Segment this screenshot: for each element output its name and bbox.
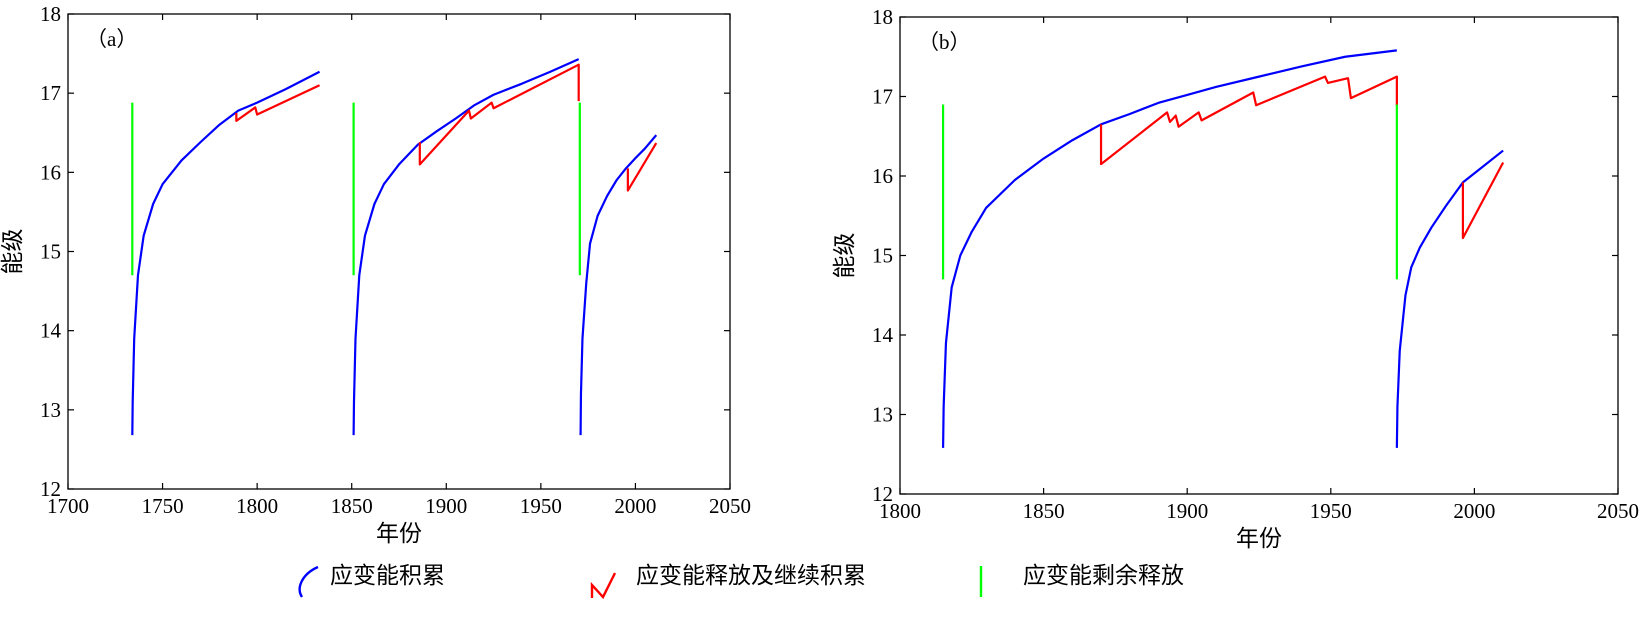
accumulate-line-a-3 (579, 134, 658, 436)
plot-frame-a (67, 13, 731, 490)
panel-tag-b: （b） (918, 30, 971, 54)
x-tick-label: 1800 (236, 494, 278, 518)
y-tick-label: 17 (872, 85, 893, 109)
x-tick-label: 1900 (1166, 499, 1208, 523)
legend-label-residual: 应变能剩余释放 (1023, 563, 1184, 589)
y-tick-label: 15 (872, 244, 893, 268)
y-tick-label: 16 (872, 164, 893, 188)
y-tick-label: 16 (40, 160, 61, 184)
x-tick-label: 1900 (425, 494, 467, 518)
y-tick-label: 15 (40, 240, 61, 264)
chart-panel-b: 1800 1850 1900 1950 2000 2050 12 13 14 15 16 17 18 年份… (832, 5, 1639, 552)
y-tick-label: 14 (40, 319, 62, 343)
x-tick-label: 2000 (1453, 499, 1495, 523)
release-line-a-1 (235, 84, 321, 122)
x-axis-label: 年份 (1236, 526, 1282, 552)
y-tick-label: 14 (872, 323, 894, 347)
release-line-a-2 (418, 63, 580, 166)
accumulate-line-b-1 (941, 49, 1397, 448)
y-axis-label: 能级 (832, 233, 858, 279)
release-line-a-3 (626, 142, 658, 192)
y-tick-label: 18 (872, 5, 893, 29)
x-tick-label: 1850 (1023, 499, 1065, 523)
legend: 应变能积累 应变能释放及继续积累 应变能剩余释放 (298, 563, 1184, 600)
panel-tag-a: （a） (86, 27, 137, 51)
accumulate-line-a-1 (131, 70, 321, 436)
x-tick-label: 1950 (520, 494, 562, 518)
x-tick-label: 2000 (614, 494, 656, 518)
x-tick-label: 2050 (1597, 499, 1639, 523)
y-tick-label: 12 (40, 477, 61, 501)
chart-panel-a: 1700 1750 1800 1850 1900 1950 2000 2050 12 13 14 15… (0, 2, 751, 547)
release-line-b-2 (1461, 161, 1505, 240)
y-tick-label: 12 (872, 482, 893, 506)
accumulate-line-a-2 (352, 58, 580, 436)
y-tick-label: 17 (40, 81, 61, 105)
release-line-b-1 (1099, 75, 1398, 166)
x-tick-label: 1750 (142, 494, 184, 518)
x-tick-label: 1800 (879, 499, 921, 523)
x-tick-label: 2050 (709, 494, 751, 518)
y-tick-label: 18 (40, 2, 61, 26)
red-zigzag-icon (590, 572, 617, 600)
x-axis-label: 年份 (376, 521, 422, 547)
x-tick-label: 1950 (1310, 499, 1352, 523)
x-tick-label: 1850 (331, 494, 373, 518)
x-tick-label: 1700 (47, 494, 89, 518)
legend-label-release: 应变能释放及继续积累 (636, 563, 866, 589)
blue-curve-icon (298, 565, 319, 598)
y-axis-label: 能级 (0, 229, 26, 275)
y-tick-label: 13 (872, 403, 893, 427)
accumulate-line-b-2 (1395, 149, 1504, 448)
y-tick-label: 13 (40, 398, 61, 422)
legend-label-accumulate: 应变能积累 (330, 563, 445, 589)
plot-frame-b (899, 16, 1619, 495)
